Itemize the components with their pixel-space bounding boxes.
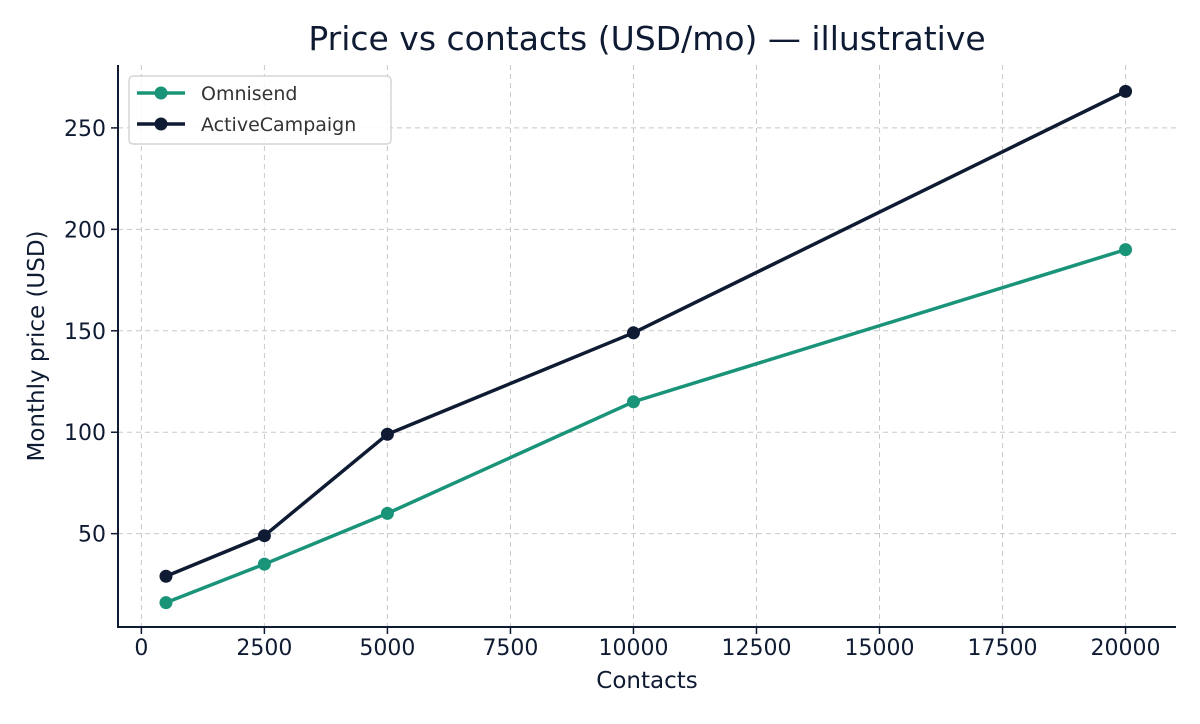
x-tick-label: 10000 [598,636,668,661]
data-point-marker [380,427,394,441]
data-point-marker [159,569,173,583]
legend-label: Omnisend [201,83,297,105]
x-tick-label: 0 [134,636,148,661]
x-tick-label: 20000 [1091,636,1161,661]
x-tick-label: 2500 [236,636,292,661]
legend-marker [154,117,168,131]
legend-label: ActiveCampaign [201,114,356,136]
y-tick-label: 150 [64,320,106,345]
x-tick-label: 17500 [968,636,1038,661]
series-omnisend [159,243,1133,610]
y-tick-label: 50 [78,523,106,548]
x-tick-label: 5000 [359,636,415,661]
y-tick-label: 100 [64,421,106,446]
legend-marker [154,86,168,100]
grid-lines [118,65,1176,627]
data-point-marker [257,529,271,543]
data-point-marker [626,326,640,340]
data-point-marker [1119,84,1133,98]
legend: Omnisend ActiveCampaign [128,75,392,145]
y-tick-label: 200 [64,218,106,243]
x-tick-label: 12500 [721,636,791,661]
axes [117,65,1176,628]
x-tick-label: 15000 [845,636,915,661]
y-tick-label: 250 [64,117,106,142]
data-point-marker [1119,243,1133,257]
legend-item-activecampaign: ActiveCampaign [137,114,356,136]
x-tick-label: 7500 [482,636,538,661]
data-point-marker [380,506,394,520]
x-axis-label: Contacts [596,668,697,694]
data-point-marker [159,596,173,610]
legend-box [128,75,392,145]
legend-item-omnisend: Omnisend [137,83,297,105]
series-lines [159,84,1133,610]
data-point-marker [257,557,271,571]
y-axis-ticks: 50 100 150 200 250 [64,117,118,548]
series-line [164,89,1128,579]
y-axis-label: Monthly price (USD) [24,230,50,461]
chart-title: Price vs contacts (USD/mo) — illustrativ… [308,19,985,58]
series-line [164,247,1128,605]
x-axis-ticks: 0 2500 5000 7500 10000 12500 15000 17500 20000 [134,627,1161,661]
data-point-marker [626,395,640,409]
series-activecampaign [159,84,1133,583]
